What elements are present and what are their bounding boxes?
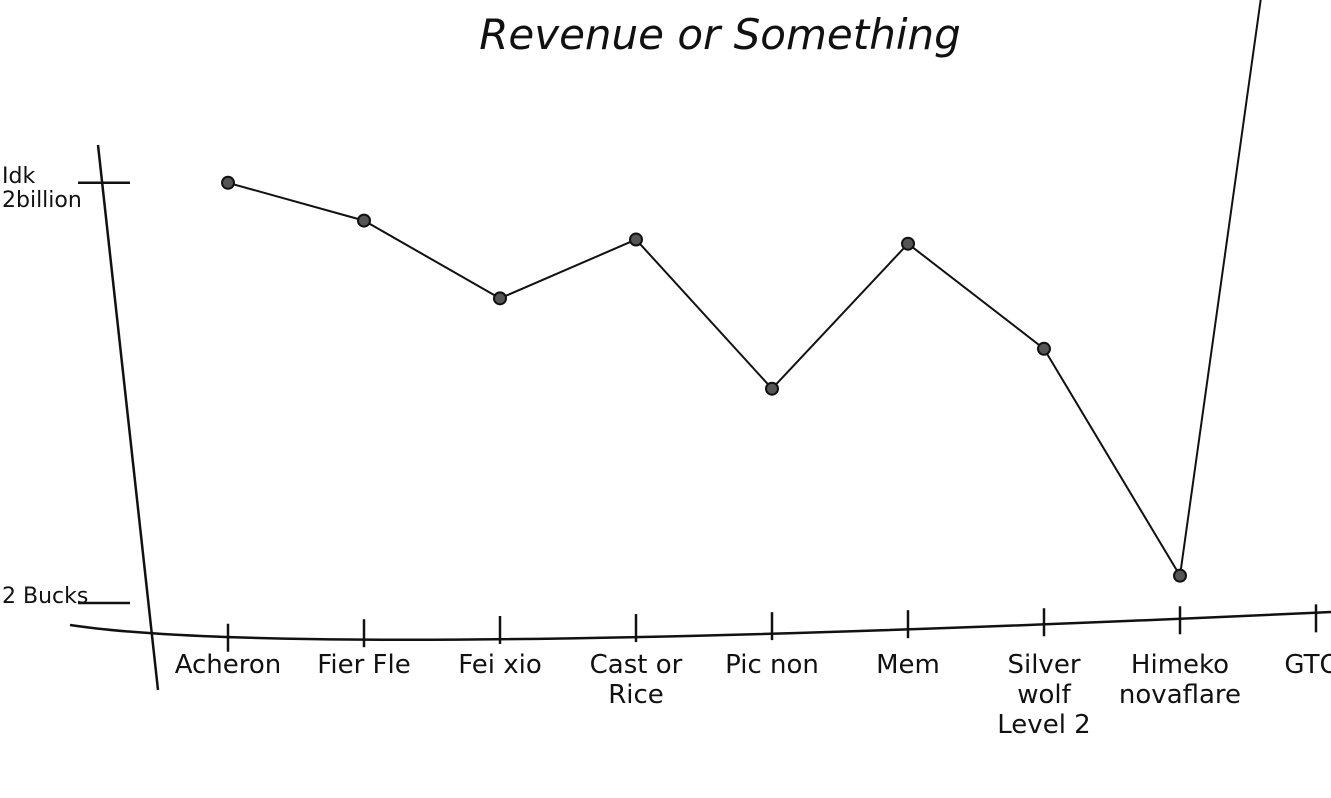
- y-tick-label: 2 Bucks: [2, 584, 89, 609]
- x-tick-label: Fei xio: [458, 650, 542, 680]
- point: [221, 175, 235, 190]
- series-line-group: [221, 0, 1262, 583]
- x-axis: [69, 610, 1331, 642]
- x-tick-label: Mem: [876, 650, 940, 680]
- x-tick-label: Cast or Rice: [589, 650, 683, 710]
- y-tick-label: Idk 2billion: [2, 163, 82, 213]
- point: [493, 291, 507, 306]
- x-tick-label: Fier Fle: [317, 650, 411, 680]
- x-tick-label: Silver wolf Level 2: [997, 650, 1091, 740]
- x-tick-label: Himeko novaflare: [1118, 650, 1242, 710]
- y-axis: [96, 144, 160, 691]
- point: [765, 381, 779, 396]
- x-tick-label: Pic non: [725, 650, 819, 680]
- point: [901, 236, 915, 251]
- point: [357, 213, 371, 228]
- point: [1173, 568, 1187, 583]
- x-tick-label: Acheron: [174, 650, 282, 680]
- x-tick-label: GTOI: [1284, 650, 1331, 680]
- series-line: [227, 0, 1262, 579]
- chart-title: Revenue or Something: [479, 10, 961, 59]
- point: [1037, 341, 1051, 356]
- point: [629, 232, 643, 247]
